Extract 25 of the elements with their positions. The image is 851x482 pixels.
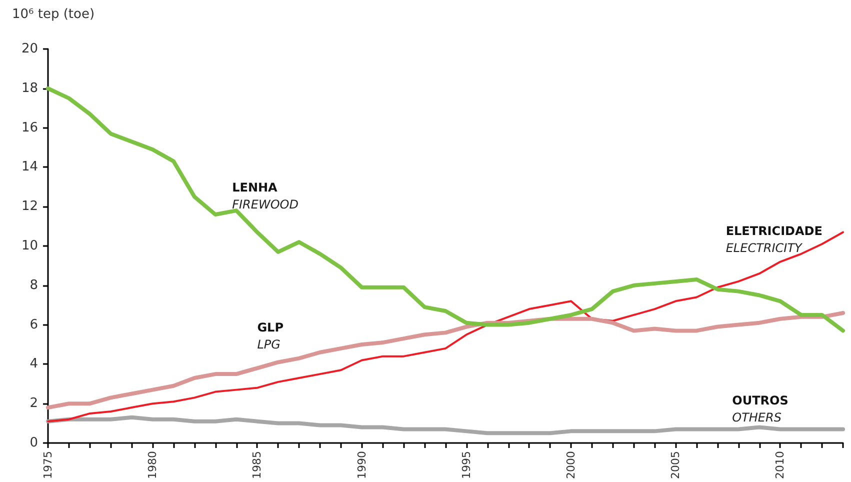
x-tick-label: 2000 [564, 451, 578, 479]
x-tick-label: 1995 [460, 451, 473, 479]
series-label: LENHA FIREWOOD [232, 180, 298, 212]
series-label: OUTROS OTHERS [732, 393, 788, 424]
y-tick-label: 12 [21, 199, 38, 214]
x-tick-label: 1985 [250, 451, 264, 479]
y-axis-title: 10⁶ tep (toe) [12, 7, 95, 22]
x-tick-label: 2005 [669, 451, 682, 479]
y-tick-label: 0 [30, 436, 38, 450]
x-tick-label: 1980 [146, 451, 160, 479]
x-tick-label: 2010 [774, 451, 787, 479]
y-tick-label: 2 [30, 396, 38, 412]
y-tick-label: 20 [21, 42, 38, 56]
y-tick-label: 6 [30, 317, 38, 332]
y-tick-label: 4 [30, 356, 38, 372]
y-tick-label: 8 [30, 278, 38, 293]
y-tick-label: 14 [21, 160, 38, 175]
x-tick-label: 1990 [355, 451, 368, 479]
series-label: ELETRICIDADE ELECTRICITY [726, 224, 822, 255]
series-label: GLP LPG [257, 320, 284, 352]
y-tick-label: 16 [21, 120, 38, 136]
y-tick-label: 10 [21, 238, 38, 254]
y-tick-label: 18 [21, 80, 38, 96]
x-tick-label: 1975 [42, 451, 54, 479]
line-series [46, 86, 845, 333]
